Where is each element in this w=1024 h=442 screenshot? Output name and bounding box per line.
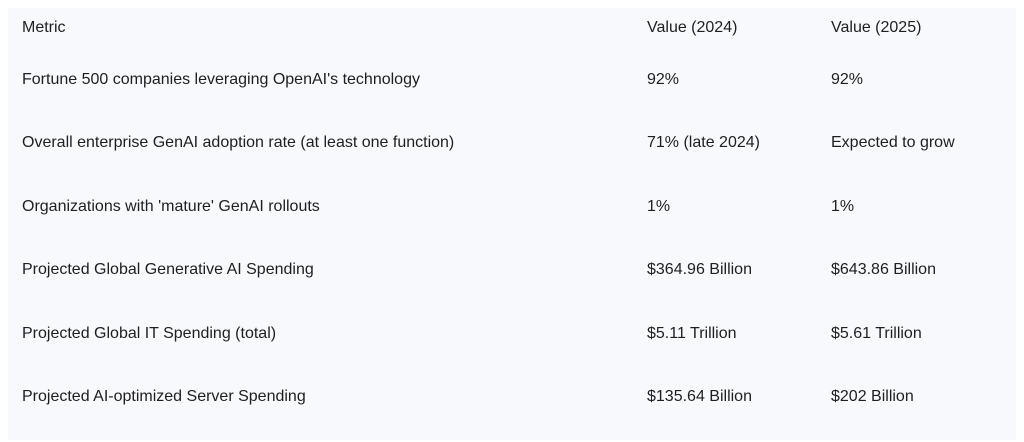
value-2025-cell: $202 Billion [831,388,914,406]
column-header-value-2025: Value (2025) [831,19,922,36]
value-2024-cell: $5.11 Trillion [647,324,737,342]
table-row: Projected AI-optimized Server Spending $… [8,366,1016,430]
value-2025-cell: 1% [831,197,855,215]
column-header-value-2024: Value (2024) [647,19,738,36]
metrics-table: Metric Value (2024) Value (2025) Fortune… [8,8,1016,429]
value-2025-cell: $5.61 Trillion [831,324,922,342]
value-2024-cell: 71% (late 2024) [647,134,760,152]
table-row: Organizations with 'mature' GenAI rollou… [8,175,1016,239]
metric-cell: Projected AI-optimized Server Spending [22,388,306,406]
value-2024-cell: 1% [647,197,671,215]
value-2024-cell: $364.96 Billion [647,261,752,279]
metric-cell: Overall enterprise GenAI adoption rate (… [22,134,455,152]
data-table-container: Metric Value (2024) Value (2025) Fortune… [8,8,1016,440]
metric-cell: Projected Global IT Spending (total) [22,324,277,342]
value-2025-cell: Expected to grow [831,134,955,152]
table-row: Fortune 500 companies leveraging OpenAI'… [8,48,1016,112]
table-header-row: Metric Value (2024) Value (2025) [8,8,1016,48]
value-2025-cell: $643.86 Billion [831,261,936,279]
table-row: Projected Global Generative AI Spending … [8,239,1016,303]
column-header-metric: Metric [22,19,66,36]
table-row: Overall enterprise GenAI adoption rate (… [8,112,1016,176]
table-row: Projected Global IT Spending (total) $5.… [8,302,1016,366]
value-2024-cell: 92% [647,70,680,88]
value-2024-cell: $135.64 Billion [647,388,752,406]
metric-cell: Projected Global Generative AI Spending [22,261,314,279]
metric-cell: Organizations with 'mature' GenAI rollou… [22,197,320,215]
value-2025-cell: 92% [831,70,864,88]
metric-cell: Fortune 500 companies leveraging OpenAI'… [22,70,420,88]
